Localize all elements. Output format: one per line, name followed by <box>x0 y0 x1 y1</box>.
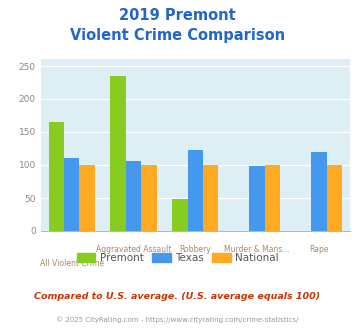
Bar <box>265 165 280 231</box>
Legend: Premont, Texas, National: Premont, Texas, National <box>72 248 283 267</box>
Bar <box>80 165 95 231</box>
Text: Compared to U.S. average. (U.S. average equals 100): Compared to U.S. average. (U.S. average … <box>34 292 321 301</box>
Text: © 2025 CityRating.com - https://www.cityrating.com/crime-statistics/: © 2025 CityRating.com - https://www.city… <box>56 317 299 323</box>
Bar <box>172 199 187 231</box>
Text: Robbery: Robbery <box>179 245 211 254</box>
Text: Murder & Mans...: Murder & Mans... <box>224 245 290 254</box>
Bar <box>311 152 327 231</box>
Bar <box>49 122 64 231</box>
Bar <box>327 165 342 231</box>
Text: Rape: Rape <box>309 245 328 254</box>
Text: 2019 Premont: 2019 Premont <box>119 8 236 23</box>
Bar <box>64 158 80 231</box>
Bar <box>249 166 265 231</box>
Bar <box>203 165 218 231</box>
Text: Aggravated Assault: Aggravated Assault <box>96 245 171 254</box>
Bar <box>141 165 157 231</box>
Bar <box>187 150 203 231</box>
Text: Violent Crime Comparison: Violent Crime Comparison <box>70 28 285 43</box>
Text: All Violent Crime: All Violent Crime <box>40 259 104 268</box>
Bar <box>110 76 126 231</box>
Bar <box>126 161 141 231</box>
